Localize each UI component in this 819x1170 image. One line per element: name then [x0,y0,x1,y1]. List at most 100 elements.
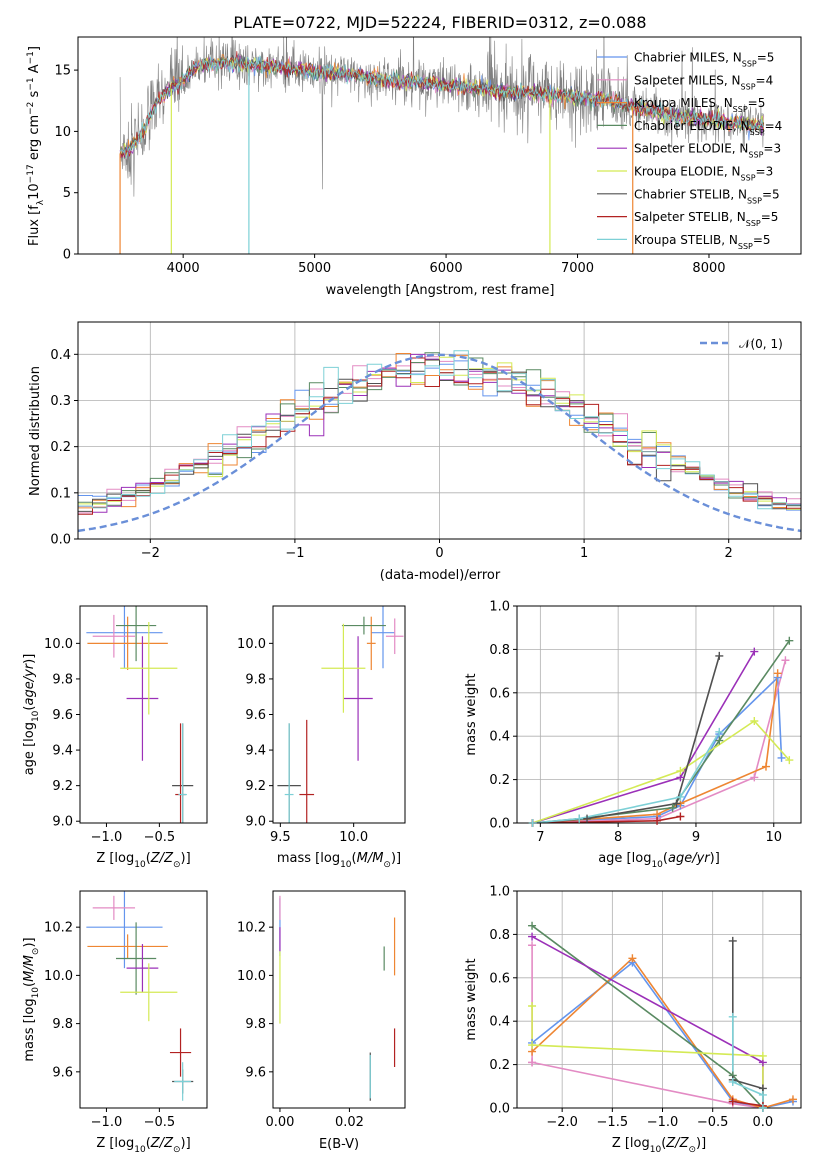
label-part: mass [log [277,851,340,866]
errorbar-point [86,606,163,669]
legend-eq: = [757,51,767,65]
label-part: )] [181,1136,191,1151]
plot-area [532,640,790,823]
mass-weight-line [532,673,779,823]
label-part: ( [663,851,668,866]
legend-name: Salpeter ELODIE [634,142,732,156]
x-axis-label: mass [log10(M/M⊙)] [277,851,401,870]
mass-weight-marker [653,816,662,825]
mass-weight-marker [715,727,724,736]
legend-n: , N [721,233,738,247]
mass-weight-marker [761,762,770,771]
legend-name: Salpeter MILES [634,73,724,87]
label-part: )] [391,851,401,866]
y-tick-label: 1.0 [489,885,510,900]
legend-name: Chabrier STELIB [634,187,730,201]
legend-name: Chabrier ELODIE [634,119,733,133]
mass-weight-marker [785,756,794,765]
legend-n: , N [730,187,747,201]
label-part: )] [181,851,191,866]
label-part: 10 [340,860,352,870]
errorbar-point [86,891,163,969]
legend-name: Salpeter STELIB [634,210,729,224]
y-tick-label: 9.4 [52,744,73,759]
y-axis-label: mass weight [464,958,479,1040]
legend-n: , N [733,119,750,133]
plot-area [86,891,194,1101]
legend-sub: SSP [742,59,757,68]
y-axis-label: Normed distribution [28,366,43,496]
errorbar-point [115,606,157,662]
label-part: )] [22,937,37,947]
legend-n: , N [724,73,741,87]
label-part: Z [log [96,851,134,866]
mass-weight-line [532,719,790,823]
y-tick-label: 10.0 [44,969,73,984]
label-part: A [27,64,42,77]
y-tick-label: 9.6 [245,708,266,723]
legend-eq: = [753,233,763,247]
legend-sub: SSP [741,173,756,182]
age-vs-mass-panel: 9.5 10.0 9.0 9.2 9.4 9.6 9.8 10.0 mass [log10(M/… [237,605,406,870]
errorbar-point [371,606,395,669]
legend-n: , N [724,165,741,179]
legend-sub: SSP [746,219,761,228]
label-part: )] [22,654,37,664]
mass-weight-marker [728,1077,737,1086]
label-part: ( [661,1136,666,1151]
label-part: ⊙ [31,948,41,956]
x-tick-label: 2 [725,546,733,561]
legend-label: Salpeter ELODIE, NSSP=3 [634,142,781,160]
legend-nssp: 5 [763,233,771,247]
legend-nssp: 5 [772,187,780,201]
legend-nssp: 4 [775,119,783,133]
normal-reference-curve [78,353,801,533]
label-part: −1 [26,77,36,90]
axes-frame [79,605,208,824]
y-tick-label: 0.0 [489,817,510,832]
label-part: Z/Z [150,1136,174,1151]
mass-weight-marker [728,1097,737,1106]
x-tick-label: 0.02 [335,1115,364,1130]
legend-eq: = [756,165,766,179]
x-axis-label: Z [log10(Z/Z⊙)] [96,1136,190,1155]
label-part: 10 [134,1145,146,1155]
mass-weight-line [531,1006,764,1108]
y-axis-label: mass [log10(M/M⊙)] [22,937,41,1061]
mass-weight-marker [672,799,681,808]
label-part: s [27,90,42,101]
x-tick-label: −2 [141,546,160,561]
y-tick-label: 9.6 [245,1065,266,1080]
mass-weight-vs-metallicity-panel: −2.0 −1.5 −1.0 −0.5 0.0 0.0 0.2 0.4 0.6 0.8 1.0 Z [… [464,885,802,1155]
y-tick-label: 9.6 [52,708,73,723]
label-part: erg cm [27,115,42,164]
chart-title: PLATE=0722, MJD=52224, FIBERID=0312, z=0… [233,13,646,32]
errorbar-point [92,895,136,920]
legend-n: , N [716,96,733,110]
errorbar-point [126,636,159,761]
y-tick-label: 0.2 [50,440,71,455]
legend-label: Chabrier ELODIE, NSSP=4 [634,119,782,137]
mass-weight-marker [676,812,685,821]
label-part: ( [352,851,357,866]
x-axis-label: Z [log10(Z/Z⊙)] [612,1136,706,1155]
legend-nssp: 4 [766,73,774,87]
y-tick-label: 10.0 [237,637,266,652]
mass-weight-marker [785,636,794,645]
x-tick-label: 0.00 [265,1115,294,1130]
mass-weight-line [532,660,787,823]
errorbar-point [341,616,386,635]
label-part: M/M [357,851,384,866]
axes-frame [272,890,406,1109]
y-tick-label: 15 [54,64,71,79]
label-part: mass [log [22,998,37,1061]
legend-label: Chabrier STELIB, NSSP=5 [634,187,780,205]
y-axis-label: age [log10(age/yr)] [22,654,41,776]
mass-vs-metallicity-panel: −1.0 −0.59.69.810.010.2Z [log10(Z/Z⊙)]mas… [22,890,208,1155]
mass-weight-marker [528,1002,537,1011]
mass-weight-marker [575,814,584,823]
legend-label: 𝒩(0, 1) [739,337,783,351]
legend-name: Kroupa ELODIE [634,165,724,179]
